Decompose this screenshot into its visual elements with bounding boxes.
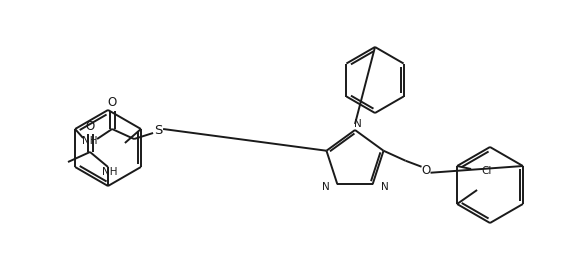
Text: N: N: [321, 182, 329, 192]
Text: NH: NH: [82, 136, 98, 146]
Text: S: S: [154, 124, 162, 138]
Text: N: N: [354, 119, 362, 129]
Text: NH: NH: [103, 167, 118, 177]
Text: O: O: [421, 164, 430, 177]
Text: O: O: [85, 120, 94, 133]
Text: O: O: [108, 97, 117, 110]
Text: Cl: Cl: [481, 166, 491, 176]
Text: N: N: [381, 182, 388, 192]
